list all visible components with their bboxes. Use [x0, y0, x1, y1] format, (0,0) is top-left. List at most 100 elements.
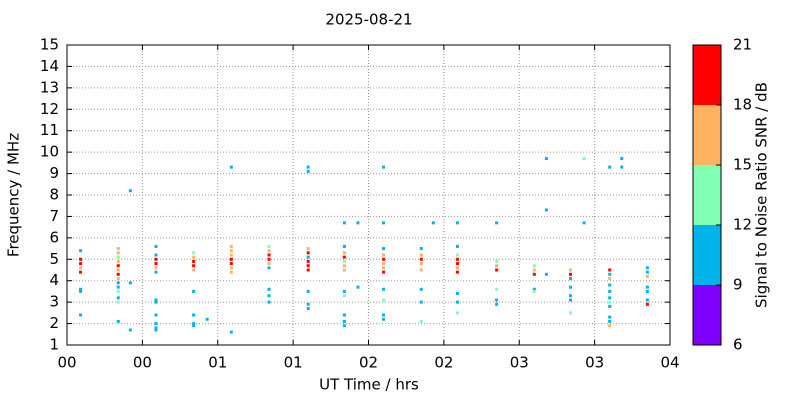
- data-point: [116, 268, 120, 272]
- data-point: [79, 289, 83, 293]
- data-point: [532, 272, 536, 276]
- data-point: [116, 251, 120, 255]
- data-point: [229, 244, 233, 248]
- data-point: [608, 319, 612, 323]
- data-point: [569, 277, 573, 281]
- data-point: [192, 268, 196, 272]
- data-point: [608, 272, 612, 276]
- y-tick-label: 8: [49, 186, 59, 204]
- data-point: [128, 189, 132, 193]
- data-point: [382, 270, 386, 274]
- data-point: [382, 257, 386, 261]
- chart-title: 2025-08-21: [325, 11, 412, 29]
- data-point: [192, 255, 196, 259]
- data-point: [645, 274, 649, 278]
- data-point: [455, 311, 459, 315]
- data-point: [608, 165, 612, 169]
- data-point: [342, 244, 346, 248]
- x-tick-label: 02: [359, 354, 378, 372]
- data-point: [382, 317, 386, 321]
- data-point: [532, 264, 536, 268]
- data-point: [267, 257, 271, 261]
- data-point: [154, 298, 158, 302]
- data-point: [116, 272, 120, 276]
- data-point: [267, 287, 271, 291]
- data-point: [342, 319, 346, 323]
- data-point: [608, 277, 612, 281]
- data-point: [382, 313, 386, 317]
- data-point: [154, 328, 158, 332]
- data-point: [645, 270, 649, 274]
- data-point: [356, 221, 360, 225]
- data-point: [267, 266, 271, 270]
- data-point: [79, 266, 83, 270]
- data-point: [267, 249, 271, 253]
- data-point: [116, 247, 120, 251]
- data-point: [342, 313, 346, 317]
- data-point: [205, 317, 209, 321]
- colorbar-segment: [693, 165, 721, 225]
- data-point: [306, 251, 310, 255]
- data-point: [229, 257, 233, 261]
- data-point: [229, 165, 233, 169]
- y-tick-label: 3: [49, 293, 59, 311]
- data-point: [645, 266, 649, 270]
- data-point: [306, 307, 310, 311]
- data-point: [455, 253, 459, 257]
- colorbar-tick-label: 6: [733, 336, 743, 354]
- data-point: [382, 298, 386, 302]
- data-point: [620, 157, 624, 161]
- data-point: [192, 322, 196, 326]
- data-point: [382, 221, 386, 225]
- data-point: [382, 287, 386, 291]
- data-point: [455, 221, 459, 225]
- colorbar-tick-label: 9: [733, 276, 743, 294]
- data-point: [455, 266, 459, 270]
- data-point: [419, 253, 423, 257]
- data-point: [267, 253, 271, 257]
- data-point: [356, 285, 360, 289]
- data-point: [419, 257, 423, 261]
- data-point: [645, 302, 649, 306]
- x-tick-label: 00: [133, 354, 152, 372]
- data-point: [154, 257, 158, 261]
- colorbar-label: Signal to Noise Ratio SNR / dB: [753, 82, 771, 308]
- data-point: [116, 255, 120, 259]
- data-point: [342, 324, 346, 328]
- data-point: [620, 165, 624, 169]
- data-point: [154, 326, 158, 330]
- data-point: [306, 247, 310, 251]
- data-point: [342, 289, 346, 293]
- data-point: [419, 262, 423, 266]
- data-point: [382, 253, 386, 257]
- data-point: [192, 251, 196, 255]
- data-point: [532, 287, 536, 291]
- data-point: [154, 253, 158, 257]
- data-point: [192, 259, 196, 263]
- data-point: [455, 300, 459, 304]
- y-tick-label: 11: [40, 121, 59, 139]
- y-axis-label: Frequency / MHz: [5, 133, 23, 257]
- data-point: [455, 244, 459, 248]
- data-point: [569, 272, 573, 276]
- data-point: [419, 319, 423, 323]
- data-point: [116, 264, 120, 268]
- data-point: [608, 304, 612, 308]
- y-tick-label: 5: [49, 250, 59, 268]
- y-tick-label: 12: [40, 100, 59, 118]
- data-point: [154, 300, 158, 304]
- data-point: [419, 300, 423, 304]
- data-point: [495, 268, 499, 272]
- data-point: [495, 298, 499, 302]
- y-tick-label: 10: [40, 143, 59, 161]
- data-point: [79, 313, 83, 317]
- plot-frame: [66, 44, 671, 346]
- data-point: [306, 268, 310, 272]
- data-point: [645, 285, 649, 289]
- data-point: [306, 289, 310, 293]
- data-point: [645, 298, 649, 302]
- colorbar-tick-label: 18: [733, 96, 752, 114]
- data-point: [608, 289, 612, 293]
- data-point: [532, 289, 536, 293]
